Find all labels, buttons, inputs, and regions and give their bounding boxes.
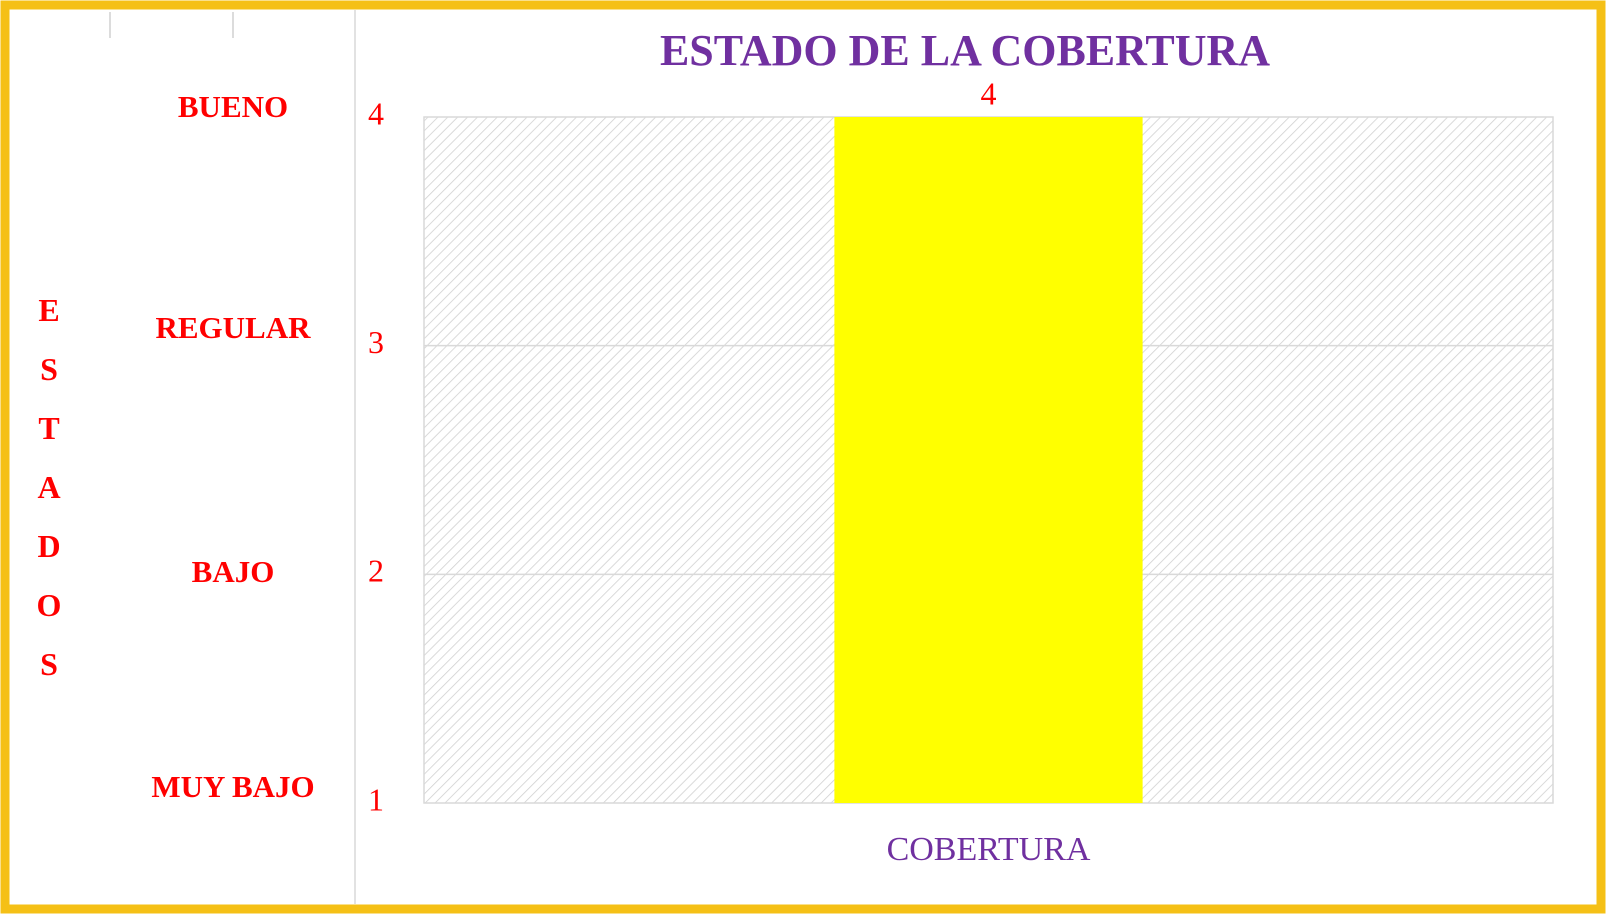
y-tick-label: 1 bbox=[368, 781, 384, 817]
y-tick-label: 2 bbox=[368, 553, 384, 589]
y-tick-label: 3 bbox=[368, 324, 384, 360]
bar bbox=[834, 117, 1143, 803]
y-tick-label: 4 bbox=[368, 95, 384, 131]
level-label: BUENO bbox=[178, 89, 288, 124]
data-label: 4 bbox=[981, 75, 997, 111]
level-label: MUY BAJO bbox=[151, 769, 314, 804]
y-axis-title: ESTADOS bbox=[31, 292, 67, 705]
level-label: BAJO bbox=[192, 554, 275, 589]
x-tick-label: COBERTURA bbox=[887, 831, 1091, 868]
level-label: REGULAR bbox=[155, 310, 311, 345]
chart-title: ESTADO DE LA COBERTURA bbox=[660, 26, 1270, 75]
